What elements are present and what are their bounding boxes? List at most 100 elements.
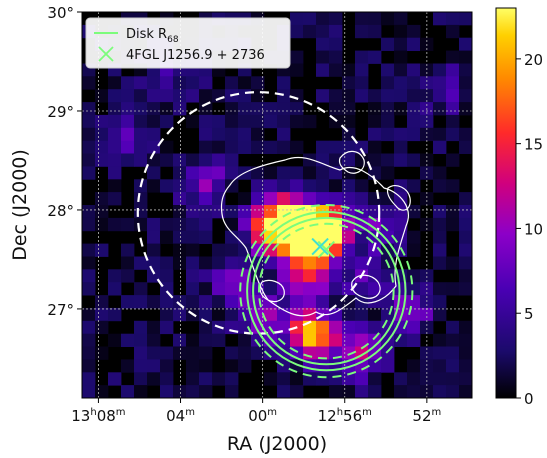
heatmap-cell [355, 76, 369, 90]
legend-source-label: 4FGL J1256.9 + 2736 [126, 48, 265, 63]
heatmap-cell [407, 269, 421, 283]
heatmap-cell [225, 256, 239, 270]
heatmap-cell [342, 269, 356, 283]
heatmap-cell [407, 89, 421, 103]
heatmap-cell [303, 333, 317, 347]
heatmap-cell [290, 179, 304, 193]
legend: Disk R68 4FGL J1256.9 + 2736 [85, 17, 291, 69]
heatmap-cell [147, 166, 161, 180]
heatmap-cell [238, 359, 252, 373]
heatmap-cell [186, 205, 200, 219]
heatmap-cell [134, 217, 148, 232]
heatmap-cell [368, 269, 382, 283]
heatmap-cell [147, 179, 161, 193]
heatmap-cell [342, 256, 356, 270]
heatmap-cell [355, 179, 369, 193]
heatmap-cell [186, 269, 200, 283]
heatmap-cell [147, 320, 161, 335]
heatmap-cell [459, 12, 472, 26]
heatmap-cell [95, 307, 109, 322]
heatmap-cell [160, 372, 174, 386]
heatmap-cell [121, 89, 135, 103]
heatmap-cell [199, 205, 213, 219]
heatmap-cell [420, 307, 434, 322]
heatmap-cell [251, 346, 265, 360]
y-axis-label: Dec (J2000) [9, 149, 31, 261]
heatmap-cell [459, 192, 472, 206]
heatmap-cell [394, 24, 408, 39]
heatmap-cell [212, 114, 226, 129]
heatmap-cell [355, 307, 369, 322]
heatmap-cell [82, 140, 96, 154]
heatmap-cell [446, 24, 460, 39]
heatmap-cell [134, 153, 148, 167]
heatmap-cell [433, 89, 447, 103]
y-tick-label: 28° [47, 202, 74, 220]
heatmap-cell [82, 359, 96, 373]
heatmap-cell [238, 346, 252, 360]
heatmap-cells [82, 12, 472, 398]
heatmap-cell [342, 230, 356, 244]
heatmap-cell [446, 102, 460, 116]
heatmap-cell [186, 282, 200, 296]
heatmap-cell [160, 295, 174, 309]
heatmap-cell [186, 359, 200, 373]
significance-contour [386, 185, 411, 211]
heatmap-cell [251, 114, 265, 129]
heatmap-cell [290, 333, 304, 347]
heatmap-cell [134, 205, 148, 219]
heatmap-cell [108, 333, 122, 347]
heatmap-cell [147, 102, 161, 116]
heatmap-cell [186, 89, 200, 103]
circle-white-dashed [136, 91, 381, 335]
heatmap-cell [186, 153, 200, 167]
heatmap-cell [381, 114, 395, 129]
heatmap-cell [134, 333, 148, 347]
heatmap-cell [459, 217, 472, 232]
heatmap-cell [446, 114, 460, 129]
heatmap-cell [355, 140, 369, 154]
heatmap-cell [316, 372, 330, 386]
heatmap-cell [82, 307, 96, 322]
heatmap-cell [121, 256, 135, 270]
heatmap-cell [82, 243, 96, 257]
heatmap-cell [238, 127, 252, 142]
heatmap-cell [394, 12, 408, 26]
heatmap-cell [277, 192, 291, 206]
heatmap-cell [316, 282, 330, 296]
heatmap-cell [459, 346, 472, 360]
heatmap-cell [199, 320, 213, 335]
heatmap-cell [407, 372, 421, 386]
heatmap-cell [355, 24, 369, 39]
heatmap-cell [446, 282, 460, 296]
heatmap-cell [316, 320, 330, 335]
heatmap-cell [160, 256, 174, 270]
heatmap-cell [329, 24, 343, 39]
heatmap-cell [225, 230, 239, 244]
heatmap-cell [225, 140, 239, 154]
heatmap-cell [212, 295, 226, 309]
heatmap-cell [394, 76, 408, 90]
heatmap-cell [277, 372, 291, 386]
heatmap-cell [173, 205, 187, 219]
heatmap-cell [251, 102, 265, 116]
heatmap-cell [368, 24, 382, 39]
heatmap-cell [433, 230, 447, 244]
heatmap-cell [82, 282, 96, 296]
heatmap-cell [381, 307, 395, 322]
heatmap-cell [199, 76, 213, 90]
heatmap-cell [238, 320, 252, 335]
heatmap-cell [316, 63, 330, 77]
heatmap-cell [212, 269, 226, 283]
heatmap-cell [329, 333, 343, 347]
heatmap-cell [290, 114, 304, 129]
heatmap-cell [329, 140, 343, 154]
heatmap-cell [316, 24, 330, 39]
heatmap-cell [459, 89, 472, 103]
heatmap-cell [433, 346, 447, 360]
heatmap-cell [329, 217, 343, 232]
heatmap-cell [134, 372, 148, 386]
heatmap-cell [381, 192, 395, 206]
heatmap-cell [225, 372, 239, 386]
